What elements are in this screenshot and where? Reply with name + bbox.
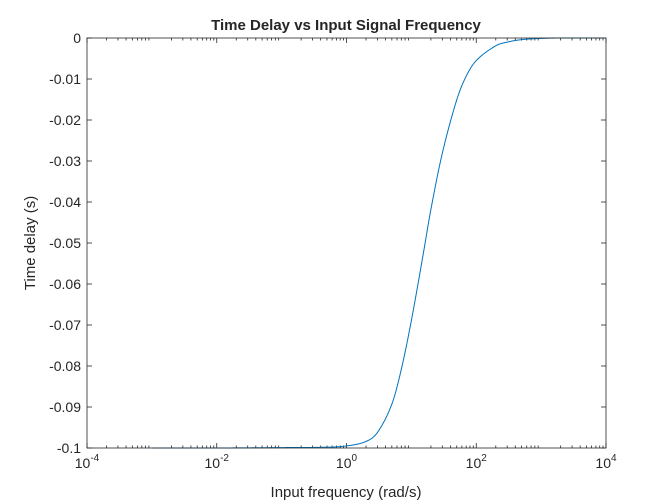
x-tick-label: 104 (595, 453, 617, 471)
y-tick-label: -0.01 (49, 71, 81, 87)
axes-box (86, 37, 607, 449)
x-tick-label: 10-4 (75, 453, 100, 471)
y-tick-label: 0 (73, 30, 81, 46)
chart-title: Time Delay vs Input Signal Frequency (211, 17, 481, 34)
x-tick-label: 102 (466, 453, 488, 471)
y-tick-label: -0.1 (57, 440, 81, 456)
y-tick-label: -0.02 (49, 112, 81, 128)
y-tick-label: -0.09 (49, 399, 81, 415)
y-tick-label: -0.07 (49, 317, 81, 333)
x-tick-label: 10-2 (205, 453, 230, 471)
x-tick-label: 100 (336, 453, 358, 471)
axis-ticks (86, 37, 607, 449)
y-tick-label: -0.08 (49, 358, 81, 374)
y-tick-label: -0.05 (49, 235, 81, 251)
axis-tick-labels: 0 -0.01 -0.02 -0.03 -0.04 -0.05 -0.06 -0.07 -0.0… (49, 30, 617, 471)
plot-area (87, 38, 606, 448)
y-tick-label: -0.06 (49, 276, 81, 292)
y-axis-label: Time delay (s) (22, 196, 39, 290)
y-tick-label: -0.04 (49, 194, 81, 210)
y-tick-label: -0.03 (49, 153, 81, 169)
x-axis-label: Input frequency (rad/s) (271, 484, 422, 501)
